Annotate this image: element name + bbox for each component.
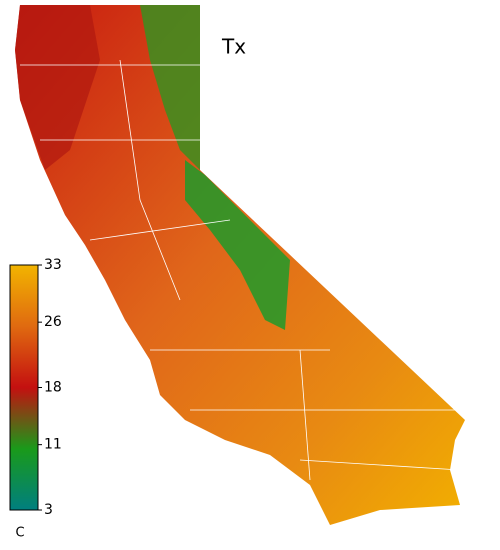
colorbar-tick-label: 26 xyxy=(44,314,62,330)
sierra-nevada xyxy=(185,160,290,330)
colorbar-tick-label: 11 xyxy=(44,437,62,453)
county-lines xyxy=(20,59,465,481)
map-title: Tx xyxy=(221,35,246,59)
colorbar-tick-label: 3 xyxy=(44,502,53,518)
north-coast xyxy=(15,5,100,170)
northeast-highlands xyxy=(140,5,200,170)
colorbar-tick-label: 33 xyxy=(44,257,62,273)
colorbar-tick-label: 18 xyxy=(44,380,62,396)
colorbar-unit: C xyxy=(15,526,24,541)
colorbar xyxy=(9,264,39,511)
